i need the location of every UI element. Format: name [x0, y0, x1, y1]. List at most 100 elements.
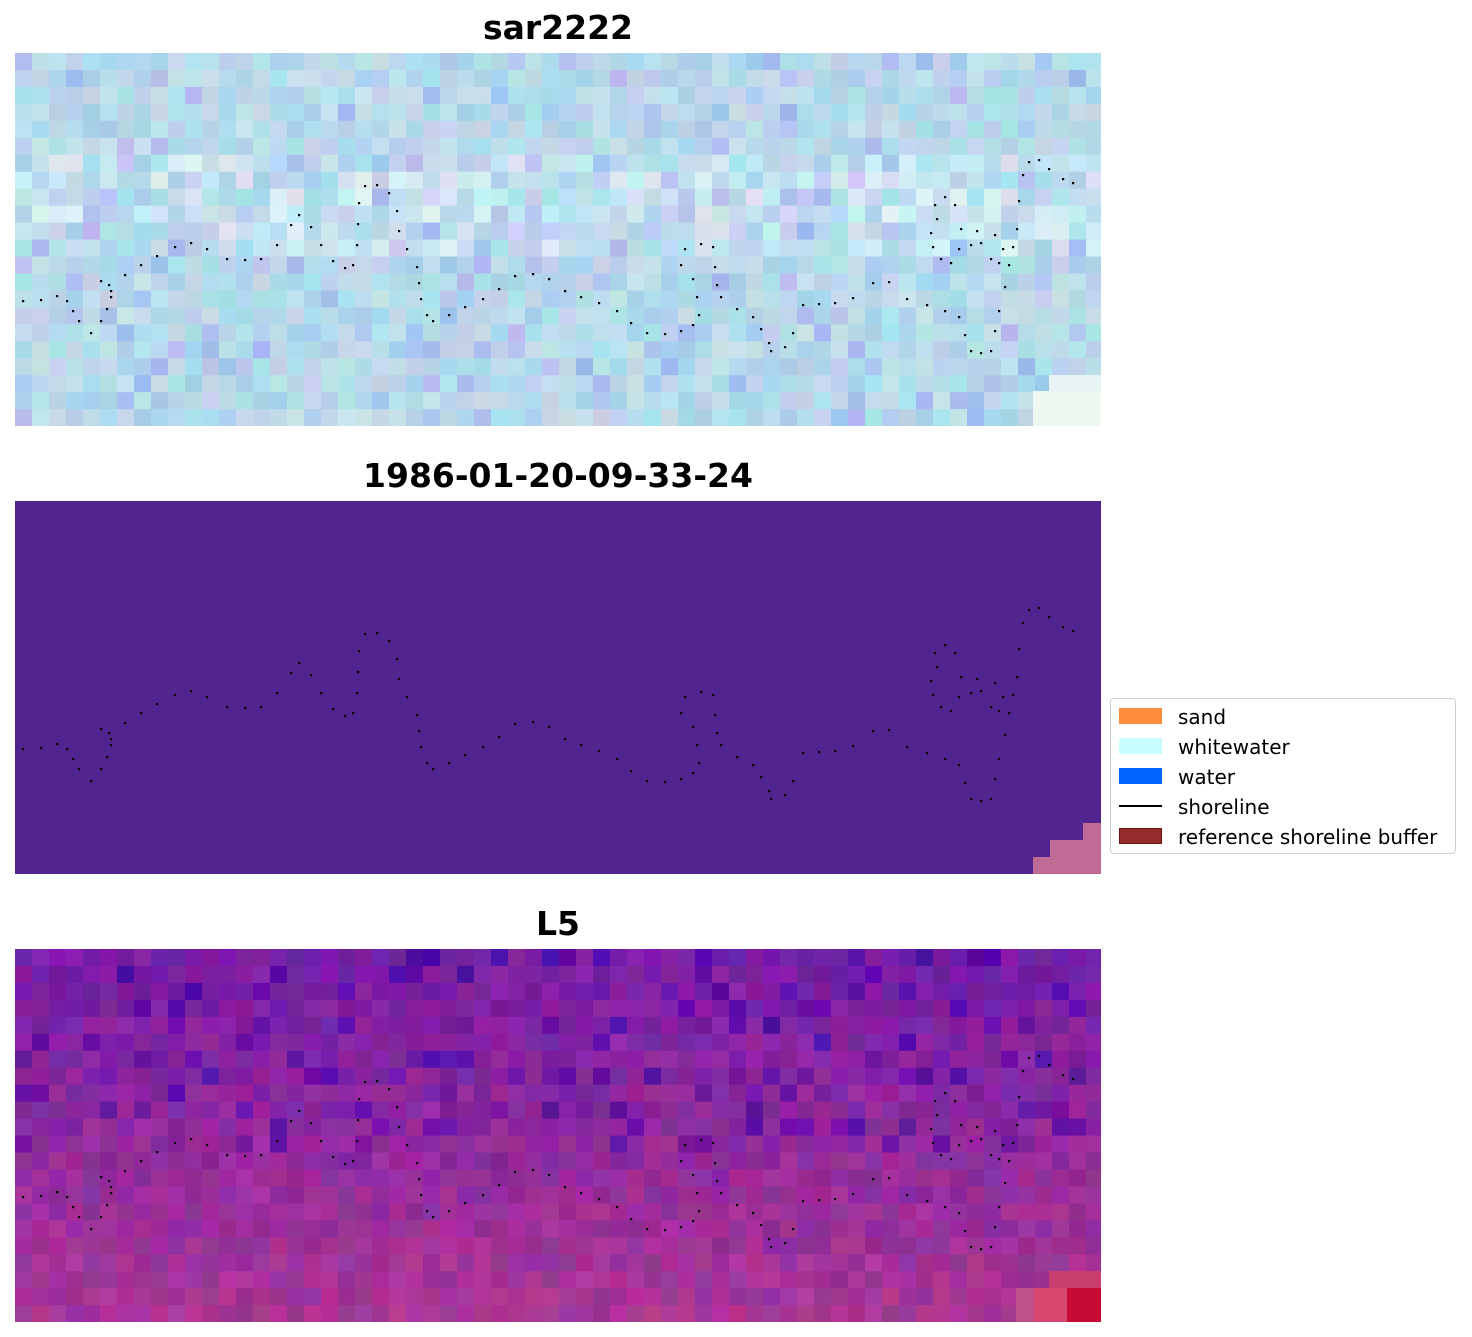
ndwi-pixel — [168, 1101, 186, 1120]
ndwi-pixel — [542, 1271, 560, 1289]
ndwi-pixel — [712, 1050, 730, 1069]
sar-pixel — [644, 120, 662, 139]
sar-pixel — [1052, 205, 1070, 224]
sar-pixel — [1001, 375, 1019, 393]
ndwi-pixel — [746, 1101, 764, 1120]
sar-pixel — [304, 375, 322, 393]
ndwi-pixel — [525, 1033, 543, 1052]
ndwi-pixel — [559, 1016, 577, 1035]
shoreline-dot — [310, 674, 313, 677]
ndwi-pixel — [1035, 1152, 1053, 1171]
ndwi-pixel — [355, 1016, 373, 1035]
ndwi-pixel — [1035, 1203, 1053, 1221]
ndwi-pixel — [287, 1118, 305, 1137]
ndwi-pixel — [661, 1067, 679, 1086]
sar-pixel — [746, 358, 764, 376]
ndwi-pixel — [746, 1084, 764, 1103]
sar-pixel — [610, 341, 628, 359]
sar-pixel — [338, 154, 356, 173]
ndwi-pixel — [236, 1101, 254, 1120]
ndwi-pixel — [848, 1118, 866, 1137]
ndwi-pixel — [491, 1288, 509, 1306]
shoreline-dot — [998, 1158, 1001, 1161]
ndwi-pixel — [627, 1101, 645, 1120]
ndwi-pixel — [763, 949, 781, 967]
sar-pixel — [287, 273, 305, 292]
sar-pixel — [1035, 324, 1053, 342]
ndwi-pixel — [117, 1135, 135, 1154]
sar-pixel — [797, 69, 815, 88]
ndwi-pixel — [576, 1271, 594, 1289]
sar-pixel — [763, 307, 781, 325]
ndwi-pixel — [491, 1101, 509, 1120]
sar-pixel — [542, 222, 560, 241]
sar-pixel — [984, 290, 1002, 308]
ndwi-pixel — [117, 1220, 135, 1238]
sar-pixel — [678, 205, 696, 224]
sar-pixel — [49, 341, 67, 359]
sar-pixel — [593, 154, 611, 173]
sar-pixel — [712, 103, 730, 122]
sar-pixel — [66, 103, 84, 122]
sar-pixel — [1069, 86, 1087, 105]
ndwi-pixel — [984, 1101, 1002, 1120]
shoreline-dot — [964, 1230, 967, 1233]
ndwi-pixel — [49, 949, 67, 967]
ndwi-pixel — [508, 1220, 526, 1238]
ndwi-pixel — [355, 1254, 373, 1272]
sar-pixel — [644, 375, 662, 393]
sar-pixel — [406, 120, 424, 139]
ndwi-pixel — [729, 949, 747, 967]
ndwi-pixel — [1086, 1152, 1101, 1171]
sar-pixel — [49, 290, 67, 308]
sar-pixel — [780, 188, 798, 207]
ndwi-pixel — [967, 1305, 985, 1322]
sar-pixel — [1069, 205, 1087, 224]
ndwi-pixel — [644, 1118, 662, 1137]
sar-pixel — [287, 307, 305, 325]
sar-pixel — [542, 273, 560, 292]
sar-pixel — [559, 239, 577, 258]
sar-pixel — [882, 375, 900, 393]
ndwi-pixel — [236, 949, 254, 967]
ndwi-pixel — [168, 1220, 186, 1238]
sar-pixel — [117, 290, 135, 308]
sar-pixel — [15, 171, 33, 190]
sar-pixel — [661, 205, 679, 224]
sar-pixel — [1035, 188, 1053, 207]
ndwi-pixel — [576, 1050, 594, 1069]
ndwi-pixel — [49, 1084, 67, 1103]
ndwi-pixel — [882, 1305, 900, 1322]
ndwi-pixel — [508, 949, 526, 967]
shoreline-dot — [990, 706, 993, 709]
sar-pixel — [304, 103, 322, 122]
sar-pixel — [678, 86, 696, 105]
ndwi-pixel — [491, 1169, 509, 1188]
sar-pixel — [134, 341, 152, 359]
sar-pixel — [1086, 273, 1101, 292]
ndwi-pixel — [542, 1203, 560, 1221]
shoreline-dot — [548, 1174, 551, 1177]
sar-pixel — [389, 392, 407, 410]
ndwi-pixel — [508, 1271, 526, 1289]
ndwi-pixel — [236, 1237, 254, 1255]
ndwi-pixel — [1001, 1067, 1019, 1086]
sar-pixel — [117, 86, 135, 105]
sar-pixel — [814, 69, 832, 88]
sar-pixel — [372, 324, 390, 342]
ndwi-pixel — [304, 949, 322, 967]
sar-pixel — [491, 103, 509, 122]
ndwi-pixel — [304, 1203, 322, 1221]
ndwi-pixel — [508, 1152, 526, 1171]
ndwi-pixel — [440, 949, 458, 967]
ndwi-pixel — [916, 1135, 934, 1154]
sar-pixel — [219, 103, 237, 122]
sar-pixel — [270, 409, 288, 426]
sar-pixel — [967, 188, 985, 207]
ndwi-pixel — [627, 1067, 645, 1086]
panel-classification-image — [15, 501, 1101, 874]
ndwi-pixel — [355, 1288, 373, 1306]
ndwi-pixel — [253, 1305, 271, 1322]
ndwi-pixel — [168, 1118, 186, 1137]
shoreline-dot — [140, 1160, 143, 1163]
